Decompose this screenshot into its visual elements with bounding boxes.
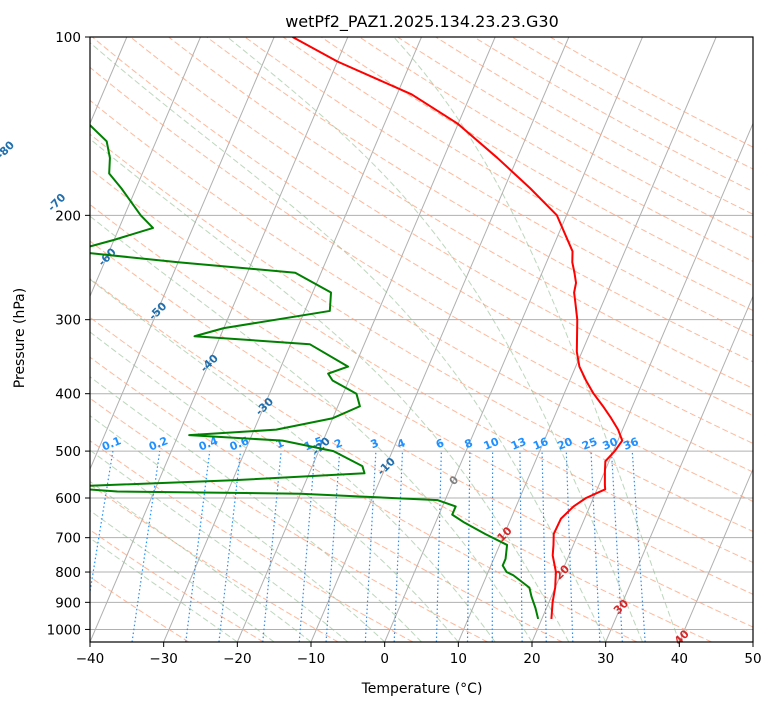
moist-adiabat <box>0 37 385 642</box>
moist-adiabat <box>0 37 532 642</box>
dry-adiabat <box>207 37 775 642</box>
isotherm-label: -80 <box>0 138 17 161</box>
dry-adiabat <box>512 37 775 642</box>
mixing-ratio-label: 3 <box>369 436 381 451</box>
moist-adiabat <box>0 124 237 642</box>
y-tick-label: 900 <box>55 595 81 611</box>
y-tick-label: 500 <box>55 444 81 460</box>
isotherm-label: -60 <box>96 245 119 268</box>
temperature-trace <box>293 37 623 619</box>
y-tick-label: 700 <box>55 531 81 547</box>
moist-adiabat <box>0 37 569 642</box>
y-axis: 100 200 300 400 500 600 700 800 900 1000 <box>47 30 90 638</box>
mixing-ratio-line <box>365 451 376 642</box>
y-tick-label: 300 <box>55 313 81 329</box>
x-tick-label: 0 <box>380 651 389 667</box>
x-tick-label: 40 <box>671 651 688 667</box>
dry-adiabat <box>0 37 562 642</box>
mixing-ratio-line <box>82 451 113 642</box>
x-tick-label: 50 <box>744 651 761 667</box>
mixing-ratio-line <box>132 451 160 642</box>
dry-adiabat <box>0 37 637 642</box>
mixing-ratio-label: 4 <box>395 436 407 451</box>
moist-adiabat <box>0 37 422 642</box>
moist-adiabat <box>394 37 680 642</box>
mixing-ratio-line <box>520 451 522 642</box>
y-tick-label: 100 <box>55 30 81 46</box>
background-lines <box>0 37 775 642</box>
x-tick-label: 20 <box>523 651 540 667</box>
dry-adiabat <box>0 37 264 642</box>
y-tick-label: 200 <box>55 208 81 224</box>
dry-adiabat <box>245 37 775 642</box>
x-axis-label: Temperature (°C) <box>361 681 483 697</box>
x-tick-label: 30 <box>597 651 614 667</box>
mixing-ratio-label: 1 <box>274 436 286 451</box>
y-tick-label: 600 <box>55 491 81 507</box>
mixing-ratio-line <box>632 451 645 642</box>
dry-adiabat <box>0 37 189 642</box>
plot-frame <box>90 37 753 642</box>
mixing-ratio-line <box>186 451 210 642</box>
dry-adiabat <box>0 37 413 642</box>
moist-adiabat <box>227 37 642 642</box>
moist-adiabat <box>0 62 348 642</box>
y-tick-label: 400 <box>55 387 81 403</box>
x-tick-label: −20 <box>223 651 252 667</box>
dry-adiabat <box>169 37 775 642</box>
dry-adiabat <box>283 37 775 642</box>
mixing-ratio-label: 36 <box>621 435 640 453</box>
isotherm-line <box>237 37 495 642</box>
dry-adiabat <box>0 37 712 642</box>
x-tick-label: 10 <box>450 651 467 667</box>
mixing-ratio-label: 30 <box>601 435 620 453</box>
mixing-ratio-label: 25 <box>580 435 599 453</box>
mixing-ratio-label: 16 <box>531 435 550 453</box>
y-tick-label: 1000 <box>47 622 81 638</box>
isotherm-label: -10 <box>375 455 398 478</box>
isotherm-label: 30 <box>611 597 631 617</box>
isotherm-line <box>606 37 775 642</box>
y-tick-label: 800 <box>55 565 81 581</box>
isotherm-label: -30 <box>253 395 276 418</box>
isotherm-label: -40 <box>198 351 221 374</box>
dry-adiabat <box>0 37 775 642</box>
chart-title: wetPf2_PAZ1.2025.134.23.23.G30 <box>285 12 559 32</box>
isotherm-line <box>90 37 348 642</box>
mixing-ratio-line <box>436 451 441 642</box>
dry-adiabat <box>550 37 775 642</box>
mixing-ratio-label: 2 <box>332 436 344 451</box>
dry-adiabat <box>436 37 775 642</box>
mixing-ratio-label: 20 <box>555 435 574 453</box>
dry-adiabat <box>359 37 775 642</box>
x-axis: −40 −30 −20 −10 0 10 20 30 40 50 <box>76 642 762 667</box>
isotherm-line <box>385 37 643 642</box>
isotherm-line <box>753 37 775 642</box>
x-tick-label: −10 <box>297 651 326 667</box>
mixing-ratio-label: 10 <box>482 435 501 453</box>
x-tick-label: −40 <box>76 651 105 667</box>
isotherm-line <box>532 37 775 642</box>
isotherm-line <box>458 37 716 642</box>
x-tick-label: −30 <box>149 651 178 667</box>
y-axis-label: Pressure (hPa) <box>12 288 28 388</box>
isotherm-line <box>679 37 775 642</box>
mixing-ratio-line <box>566 451 573 642</box>
